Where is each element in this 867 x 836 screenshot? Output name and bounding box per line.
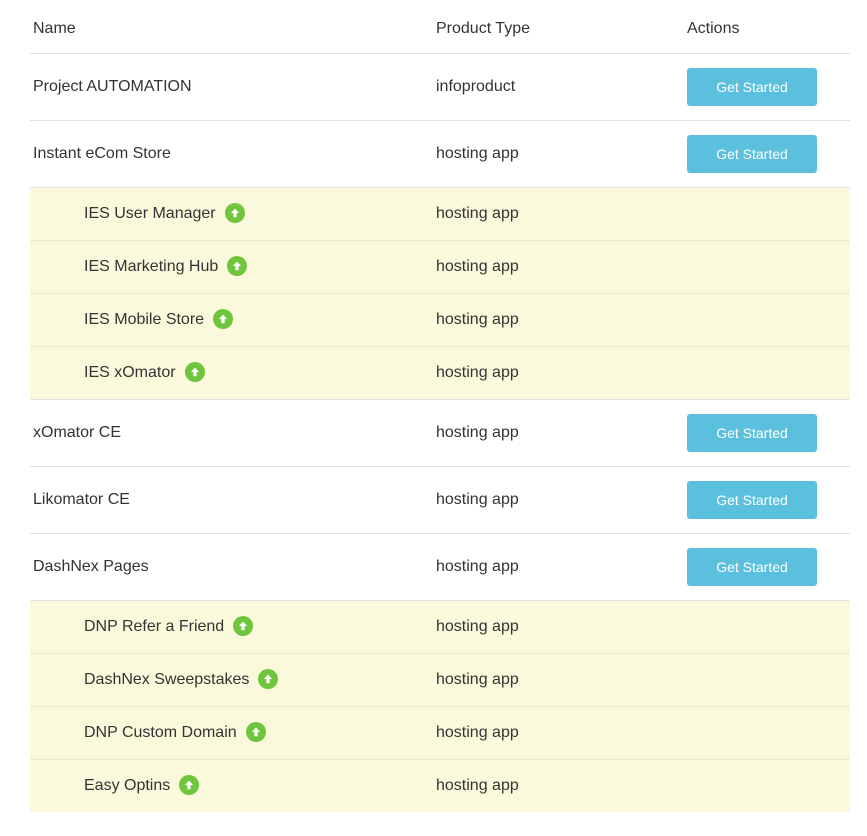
actions-cell [684,706,850,760]
get-started-button[interactable]: Get Started [687,481,817,519]
table-row: xOmator CE hosting app Get Started [30,399,850,467]
actions-cell: Get Started [684,120,850,188]
table-sub-row: Easy Optins hosting app [30,759,850,812]
table-row: Likomator CE hosting app Get Started [30,466,850,534]
table-header-row: Name Product Type Actions [30,6,850,54]
product-name: IES Marketing Hub [84,258,219,275]
product-type-cell: hosting app [433,706,684,760]
arrow-circle-up-icon[interactable] [227,256,248,276]
product-type-cell: hosting app [433,466,684,534]
actions-cell [684,653,850,707]
get-started-button[interactable]: Get Started [687,135,817,173]
product-name-cell: Instant eCom Store [30,120,433,188]
table-sub-row: IES xOmator hosting app [30,346,850,400]
product-type-cell: hosting app [433,293,684,347]
product-name: Project AUTOMATION [33,77,192,95]
column-header-product-type: Product Type [436,20,530,37]
actions-cell: Get Started [684,399,850,467]
product-type-cell: hosting app [433,346,684,400]
actions-cell [684,346,850,400]
product-name-cell: Project AUTOMATION [30,53,433,121]
product-type-cell: hosting app [433,759,684,812]
table-sub-row: DNP Custom Domain hosting app [30,706,850,760]
actions-cell [684,600,850,654]
arrow-circle-up-icon[interactable] [233,616,254,636]
table-row: DashNex Pages hosting app Get Started [30,533,850,601]
column-header-name: Name [33,20,76,37]
get-started-button[interactable]: Get Started [687,548,817,586]
arrow-circle-up-icon[interactable] [179,775,200,795]
products-table: Name Product Type Actions Project AUTOMA… [30,6,850,812]
get-started-button[interactable]: Get Started [687,68,817,106]
product-name: DashNex Sweepstakes [84,671,250,688]
actions-cell [684,293,850,347]
actions-cell: Get Started [684,466,850,534]
product-type-cell: hosting app [433,240,684,294]
product-name-cell: Easy Optins [30,759,433,812]
actions-cell: Get Started [684,53,850,121]
product-name-cell: IES Mobile Store [30,293,433,347]
product-type-cell: infoproduct [433,53,684,121]
table-sub-row: IES User Manager hosting app [30,187,850,241]
product-name-cell: DNP Custom Domain [30,706,433,760]
table-sub-row: DNP Refer a Friend hosting app [30,600,850,654]
product-type-cell: hosting app [433,187,684,241]
product-name-cell: Likomator CE [30,466,433,534]
actions-cell [684,759,850,812]
get-started-button[interactable]: Get Started [687,414,817,452]
arrow-circle-up-icon[interactable] [245,722,266,742]
actions-cell [684,240,850,294]
product-name: DNP Custom Domain [84,724,237,741]
table-sub-row: IES Mobile Store hosting app [30,293,850,347]
product-type-cell: hosting app [433,600,684,654]
product-name: DashNex Pages [33,557,149,575]
table-row: Instant eCom Store hosting app Get Started [30,120,850,188]
column-header-actions: Actions [687,20,740,37]
product-name-cell: xOmator CE [30,399,433,467]
table-row: Project AUTOMATION infoproduct Get Started [30,53,850,121]
arrow-circle-up-icon[interactable] [224,203,245,223]
arrow-circle-up-icon[interactable] [258,669,279,689]
product-name-cell: IES Marketing Hub [30,240,433,294]
table-sub-row: IES Marketing Hub hosting app [30,240,850,294]
product-name-cell: IES xOmator [30,346,433,400]
actions-cell [684,187,850,241]
product-name: IES xOmator [84,364,176,381]
product-name: Likomator CE [33,490,130,508]
product-name-cell: DNP Refer a Friend [30,600,433,654]
product-name: Easy Optins [84,777,171,794]
product-name-cell: IES User Manager [30,187,433,241]
product-name-cell: DashNex Pages [30,533,433,601]
products-table-container: Name Product Type Actions Project AUTOMA… [30,6,850,812]
product-name: Instant eCom Store [33,144,171,162]
product-type-cell: hosting app [433,533,684,601]
product-name: DNP Refer a Friend [84,618,225,635]
product-name: xOmator CE [33,423,122,441]
arrow-circle-up-icon[interactable] [213,309,234,329]
product-type-cell: hosting app [433,653,684,707]
product-name-cell: DashNex Sweepstakes [30,653,433,707]
arrow-circle-up-icon[interactable] [184,362,205,382]
actions-cell: Get Started [684,533,850,601]
product-name: IES Mobile Store [84,311,205,328]
product-name: IES User Manager [84,205,216,222]
table-sub-row: DashNex Sweepstakes hosting app [30,653,850,707]
product-type-cell: hosting app [433,399,684,467]
product-type-cell: hosting app [433,120,684,188]
